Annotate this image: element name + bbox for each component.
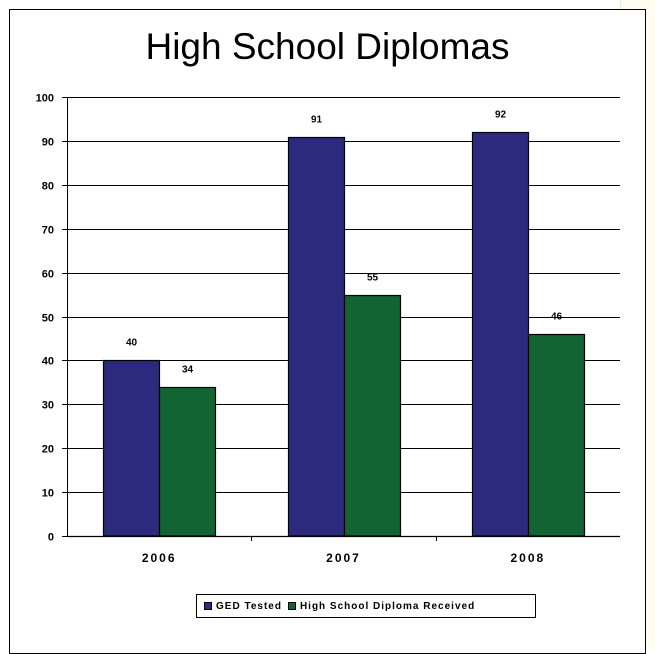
y-tick-label-50: 50 <box>42 313 54 325</box>
data-label-2006-series-0: 40 <box>126 338 138 349</box>
legend-label-ged-tested: GED Tested <box>216 600 282 612</box>
bar-2007-series-1 <box>343 294 402 537</box>
y-tick-label-20: 20 <box>42 444 54 456</box>
x-tick-label-2006: 2006 <box>142 551 177 565</box>
data-label-2007-series-0: 91 <box>311 115 323 126</box>
x-tick-label-2008: 2008 <box>510 551 545 565</box>
y-tick-label-100: 100 <box>36 93 54 105</box>
legend-label-diploma-received: High School Diploma Received <box>299 600 476 612</box>
y-tick-label-70: 70 <box>42 225 54 237</box>
legend-item-ged-tested: GED Tested <box>204 601 282 612</box>
data-label-2006-series-1: 34 <box>182 365 194 376</box>
bar-2007-series-0 <box>287 136 346 537</box>
y-tick-label-40: 40 <box>42 356 54 368</box>
y-tick-label-30: 30 <box>42 400 54 412</box>
bar-2008-series-1 <box>527 333 586 537</box>
bar-2006-series-0 <box>102 359 161 537</box>
y-tick-label-80: 80 <box>42 181 54 193</box>
data-label-2008-series-1: 46 <box>551 312 563 323</box>
data-label-2008-series-0: 92 <box>495 110 507 121</box>
bar-2006-series-1 <box>158 386 217 537</box>
x-tick-label-2007: 2007 <box>326 551 361 565</box>
chart-title: High School Diplomas <box>145 26 510 67</box>
legend-swatch-diploma-received <box>287 602 296 610</box>
data-label-2007-series-1: 55 <box>367 273 379 284</box>
chart-legend: GED Tested High School Diploma Received <box>196 594 536 618</box>
bar-2008-series-0 <box>471 131 530 537</box>
y-tick-label-10: 10 <box>42 488 54 500</box>
y-tick-label-60: 60 <box>42 269 54 281</box>
y-tick-label-90: 90 <box>42 137 54 149</box>
y-tick-label-0: 0 <box>48 532 54 544</box>
legend-swatch-ged-tested <box>204 602 212 610</box>
legend-item-diploma-received: High School Diploma Received <box>287 600 476 612</box>
